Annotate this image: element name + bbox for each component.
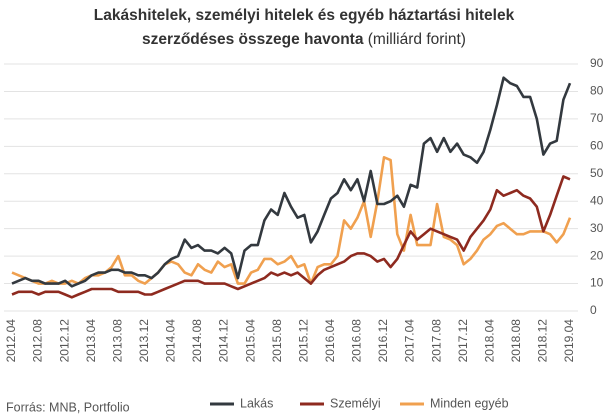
y-tick-label: 70	[590, 111, 604, 125]
x-tick-label: 2016.08	[350, 319, 364, 363]
y-tick-label: 90	[590, 56, 604, 70]
x-tick-label: 2014.04	[164, 319, 178, 363]
chart-subtitle: szerződéses összege havonta (milliárd fo…	[142, 31, 466, 48]
x-tick-label: 2012.08	[31, 319, 45, 363]
x-tick-label: 2018.08	[509, 319, 523, 363]
y-tick-label: 50	[590, 166, 604, 180]
x-tick-label: 2016.12	[376, 319, 390, 363]
x-tick-label: 2012.04	[4, 319, 18, 363]
unit: (milliárd forint)	[368, 31, 466, 48]
x-tick-label: 2014.12	[217, 319, 231, 363]
legend-label: Személyi	[330, 396, 381, 410]
y-tick-label: 80	[590, 84, 604, 98]
x-tick-label: 2012.12	[57, 319, 71, 363]
chart-title: Lakáshitelek, személyi hitelek és egyéb …	[94, 7, 515, 24]
x-tick-label: 2019.04	[562, 319, 576, 363]
x-tick-label: 2015.12	[296, 319, 310, 363]
y-tick-label: 0	[590, 303, 597, 317]
x-tick-label: 2013.12	[137, 319, 151, 363]
y-tick-label: 40	[590, 193, 604, 207]
series-line	[11, 156, 572, 285]
y-tick-label: 60	[590, 139, 604, 153]
x-tick-label: 2017.04	[403, 319, 417, 363]
source: Forrás: MNB, Portfolio	[6, 400, 130, 414]
y-tick-label: 20	[590, 248, 604, 262]
y-tick-label: 10	[590, 276, 604, 290]
x-tick-label: 2015.04	[243, 319, 257, 363]
series-line	[11, 175, 571, 299]
x-tick-label: 2017.08	[429, 319, 443, 363]
x-tick-label: 2015.08	[270, 319, 284, 363]
x-tick-label: 2016.04	[323, 319, 337, 363]
x-tick-label: 2017.12	[456, 319, 470, 363]
series-line	[11, 76, 572, 288]
legend-label: Lakás	[240, 396, 273, 410]
x-tick-label: 2014.08	[190, 319, 204, 363]
x-tick-label: 2013.08	[110, 319, 124, 363]
legend-label: Minden egyéb	[430, 396, 509, 410]
subtitle: szerződéses összege havonta	[142, 31, 364, 48]
x-tick-label: 2018.04	[482, 319, 496, 363]
y-tick-label: 30	[590, 221, 604, 235]
x-tick-label: 2018.12	[536, 319, 550, 363]
x-tick-label: 2013.04	[84, 319, 98, 363]
